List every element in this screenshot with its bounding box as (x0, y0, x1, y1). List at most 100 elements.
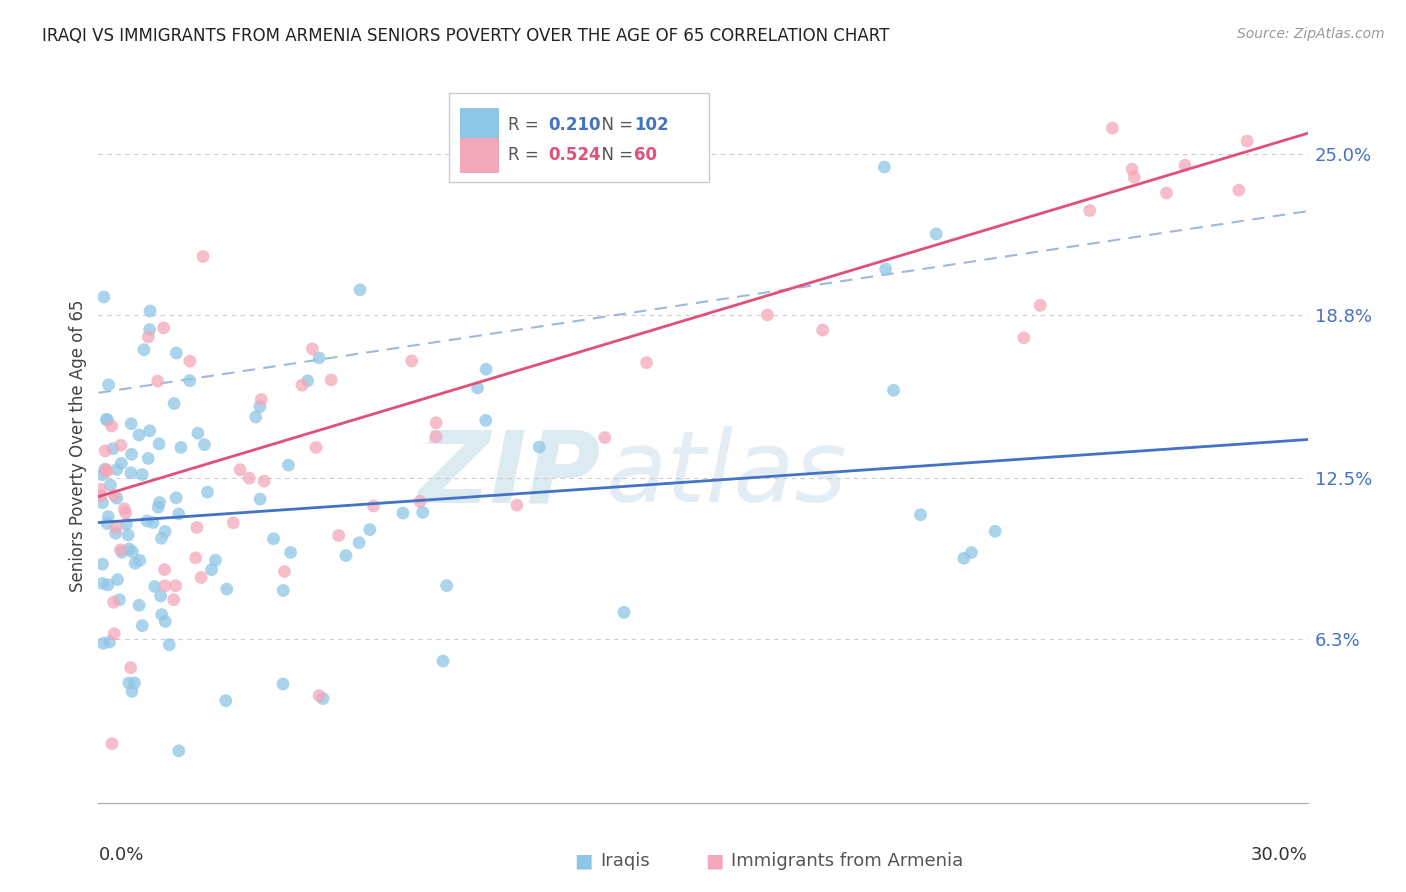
Text: atlas: atlas (606, 426, 848, 523)
Text: N =: N = (591, 146, 638, 164)
Point (873, 160, 896, 174)
Text: Immigrants from Armenia: Immigrants from Armenia (731, 852, 963, 870)
Point (308, 689, 330, 703)
Point (984, 524, 1007, 539)
Text: 0.0%: 0.0% (98, 846, 143, 863)
Point (249, 492, 271, 507)
Point (432, 654, 454, 668)
Point (1174, 158, 1197, 172)
Point (120, 661, 142, 675)
Point (170, 441, 193, 455)
Point (100, 478, 122, 492)
Point (120, 466, 142, 480)
Point (97, 509, 120, 524)
Point (143, 580, 166, 594)
Point (201, 563, 224, 577)
Point (953, 551, 976, 566)
Point (105, 491, 128, 505)
Point (101, 442, 124, 456)
Text: Source: ZipAtlas.com: Source: ZipAtlas.com (1237, 27, 1385, 41)
Point (142, 516, 165, 530)
Point (121, 447, 143, 461)
Point (153, 579, 176, 593)
Point (110, 438, 132, 452)
Point (120, 417, 142, 431)
Point (347, 535, 370, 549)
Point (128, 428, 150, 442)
Point (112, 501, 135, 516)
Point (101, 737, 124, 751)
Point (90, 489, 112, 503)
Point (1029, 298, 1052, 312)
Point (204, 553, 226, 567)
Text: IRAQI VS IMMIGRANTS FROM ARMENIA SENIORS POVERTY OVER THE AGE OF 65 CORRELATION : IRAQI VS IMMIGRANTS FROM ARMENIA SENIORS… (42, 27, 890, 45)
Point (91, 557, 114, 571)
Point (215, 582, 238, 596)
Point (132, 343, 155, 357)
Point (186, 520, 208, 534)
Point (506, 498, 529, 512)
Point (401, 354, 423, 368)
Point (167, 744, 190, 758)
Point (136, 514, 159, 528)
Point (301, 342, 323, 356)
Point (875, 262, 897, 277)
Point (105, 462, 128, 476)
Point (273, 565, 295, 579)
Text: N =: N = (591, 116, 638, 134)
Point (89, 482, 111, 496)
Text: 0.210: 0.210 (548, 116, 600, 134)
Point (1156, 186, 1178, 200)
Point (93, 290, 115, 304)
Point (245, 409, 267, 424)
Point (131, 467, 153, 482)
Point (529, 440, 551, 454)
Point (98, 635, 121, 649)
Text: 60: 60 (634, 146, 657, 164)
Point (190, 570, 212, 584)
FancyBboxPatch shape (460, 138, 499, 172)
Point (308, 351, 330, 365)
Point (163, 592, 186, 607)
Point (425, 416, 447, 430)
Point (118, 541, 141, 556)
Point (359, 523, 381, 537)
Point (148, 437, 170, 451)
Point (110, 456, 132, 470)
Point (91, 467, 114, 482)
Point (1121, 162, 1143, 177)
Point (238, 471, 260, 485)
Point (467, 381, 489, 395)
Point (157, 638, 180, 652)
Point (593, 431, 616, 445)
Point (94, 462, 117, 476)
Point (94, 463, 117, 477)
Point (128, 599, 150, 613)
Point (297, 374, 319, 388)
Point (811, 323, 834, 337)
Point (222, 516, 245, 530)
Point (328, 528, 350, 542)
Point (107, 573, 129, 587)
Point (148, 495, 170, 509)
Point (100, 419, 122, 434)
Point (167, 507, 190, 521)
Point (883, 384, 905, 398)
Point (114, 506, 136, 520)
Point (271, 677, 294, 691)
Point (335, 549, 357, 563)
Point (165, 346, 187, 360)
Point (91, 636, 114, 650)
Text: R =: R = (509, 146, 544, 164)
Point (363, 499, 385, 513)
Y-axis label: Seniors Poverty Over the Age of 65: Seniors Poverty Over the Age of 65 (69, 300, 87, 592)
Text: ZIP: ZIP (418, 426, 600, 523)
Point (118, 676, 141, 690)
Point (110, 542, 132, 557)
Point (124, 557, 146, 571)
Point (250, 392, 273, 407)
Point (103, 488, 125, 502)
Point (756, 308, 779, 322)
Point (925, 227, 948, 241)
Point (474, 413, 496, 427)
